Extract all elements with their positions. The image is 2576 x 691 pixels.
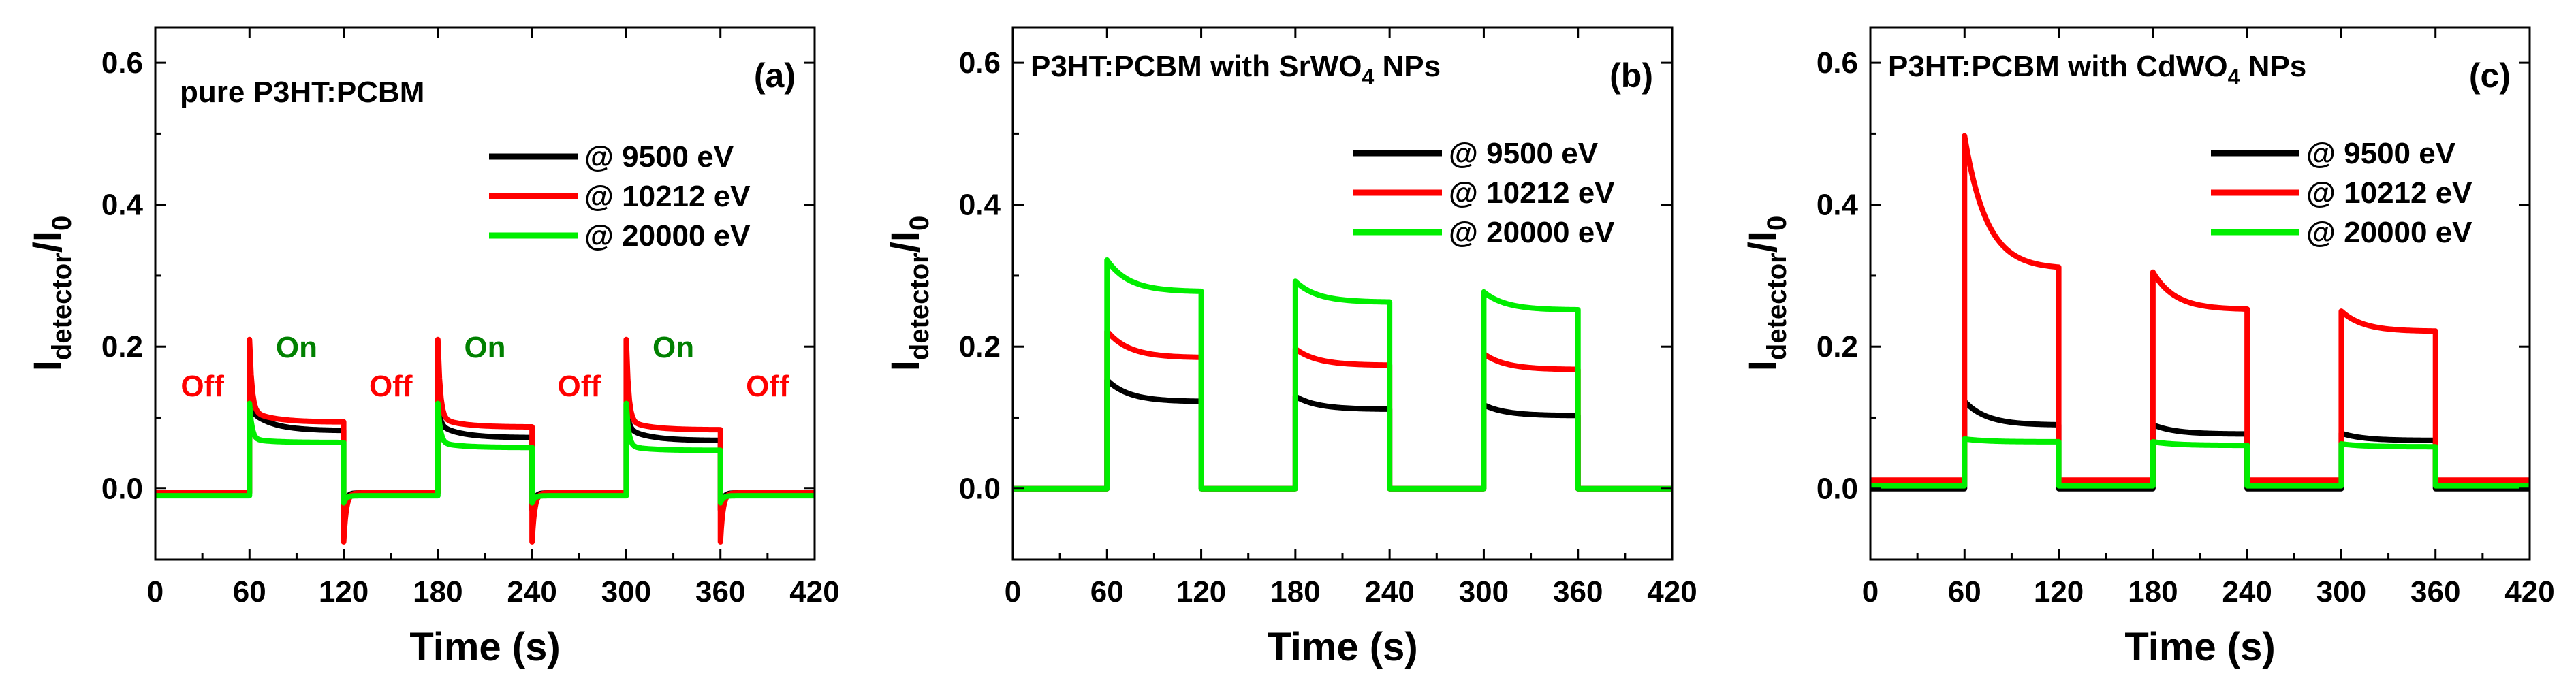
series-line-2 [155, 400, 815, 506]
series-line-1 [1870, 133, 2530, 483]
series-group [1013, 257, 1672, 492]
legend-label: @ 20000 eV [1449, 216, 1615, 249]
series-line-2 [1870, 436, 2530, 489]
x-tick-label: 240 [2222, 575, 2272, 609]
x-tick-label: 0 [1005, 575, 1021, 609]
annotation: Off [746, 370, 789, 403]
panel-c: 0 60 120 180 240 300 360 420 0.0 0.2 0.4 0.6 Time (s… [1741, 26, 2555, 669]
panel-b: 0 60 120 180 240 300 360 420 0.0 0.2 0.4 0.6 Time (s… [883, 26, 1697, 669]
series-line-1 [1013, 328, 1672, 492]
y-tick-label: 0.2 [959, 330, 1001, 364]
panel-title: pure P3HT:PCBM [180, 76, 424, 109]
x-tick-label: 120 [2034, 575, 2084, 609]
x-tick-label: 0 [147, 575, 163, 609]
y-tick-label: 0.6 [959, 46, 1001, 80]
annotation: On [276, 331, 317, 364]
x-tick-label: 240 [1364, 575, 1414, 609]
y-tick-label: 0.2 [101, 330, 143, 364]
panel-title: P3HT:PCBM with CdWO4 NPs [1888, 50, 2306, 89]
x-tick-label: 240 [507, 575, 556, 609]
legend-label: @ 20000 eV [2306, 216, 2472, 249]
series-line-2 [1013, 257, 1672, 492]
x-tick-label: 420 [1647, 575, 1697, 609]
legend-label: @ 10212 eV [584, 180, 751, 213]
plot-frame [1011, 26, 1674, 561]
x-tick-label: 180 [413, 575, 462, 609]
x-tick-label: 60 [233, 575, 266, 609]
y-axis-title: Idetector/I0 [1741, 216, 1792, 371]
y-tick-label: 0.4 [101, 189, 144, 222]
y-tick-label: 0.6 [1817, 46, 1858, 80]
y-tick-label: 0.4 [1817, 189, 1859, 222]
x-tick-label: 60 [1948, 575, 1981, 609]
y-tick-label: 0.0 [101, 472, 143, 506]
legend-label: @ 9500 eV [584, 140, 734, 174]
y-tick-label: 0.2 [1817, 330, 1858, 364]
x-axis-title: Time (s) [409, 625, 560, 669]
x-tick-label: 420 [789, 575, 839, 609]
legend-label: @ 9500 eV [1449, 137, 1599, 170]
annotation: Off [180, 370, 224, 403]
series-group [155, 336, 815, 545]
x-tick-label: 60 [1090, 575, 1124, 609]
x-tick-label: 360 [695, 575, 745, 609]
series-line-0 [155, 400, 815, 513]
legend-label: @ 20000 eV [584, 219, 751, 253]
legend-label: @ 10212 eV [2306, 176, 2472, 210]
x-tick-label: 300 [2316, 575, 2366, 609]
annotation: On [653, 331, 694, 364]
x-tick-label: 420 [2504, 575, 2554, 609]
annotation: Off [369, 370, 413, 403]
x-tick-label: 300 [1459, 575, 1509, 609]
x-tick-label: 120 [319, 575, 368, 609]
legend-label: @ 10212 eV [1449, 176, 1615, 210]
plot-frame [1869, 26, 2531, 561]
y-tick-label: 0.0 [1817, 472, 1858, 506]
y-tick-label: 0.0 [959, 472, 1001, 506]
x-tick-label: 180 [2128, 575, 2178, 609]
series-line-0 [1013, 377, 1672, 492]
y-tick-label: 0.6 [101, 46, 143, 80]
x-tick-label: 300 [601, 575, 651, 609]
panel-title: P3HT:PCBM with SrWO4 NPs [1031, 50, 1441, 89]
y-axis-title: Idetector/I0 [883, 216, 934, 371]
x-axis-title: Time (s) [1267, 625, 1417, 669]
annotation: Off [558, 370, 601, 403]
legend-label: @ 9500 eV [2306, 137, 2456, 170]
annotation: On [464, 331, 505, 364]
y-axis-title: Idetector/I0 [26, 216, 77, 371]
series-line-0 [1870, 398, 2530, 492]
panel-letter: (a) [754, 57, 796, 95]
x-tick-label: 120 [1176, 575, 1226, 609]
series-group [1870, 133, 2530, 492]
x-tick-label: 360 [2410, 575, 2460, 609]
x-axis-title: Time (s) [2124, 625, 2275, 669]
x-tick-label: 0 [1862, 575, 1879, 609]
y-tick-label: 0.4 [959, 189, 1001, 222]
panel-letter: (b) [1609, 57, 1653, 95]
x-tick-label: 180 [1270, 575, 1320, 609]
panel-letter: (c) [2469, 57, 2511, 95]
x-tick-label: 360 [1553, 575, 1603, 609]
series-line-1 [155, 336, 815, 545]
panel-a: 0 60 120 180 240 300 360 420 0.0 0.2 0.4 0.6 Time (s… [26, 26, 840, 669]
